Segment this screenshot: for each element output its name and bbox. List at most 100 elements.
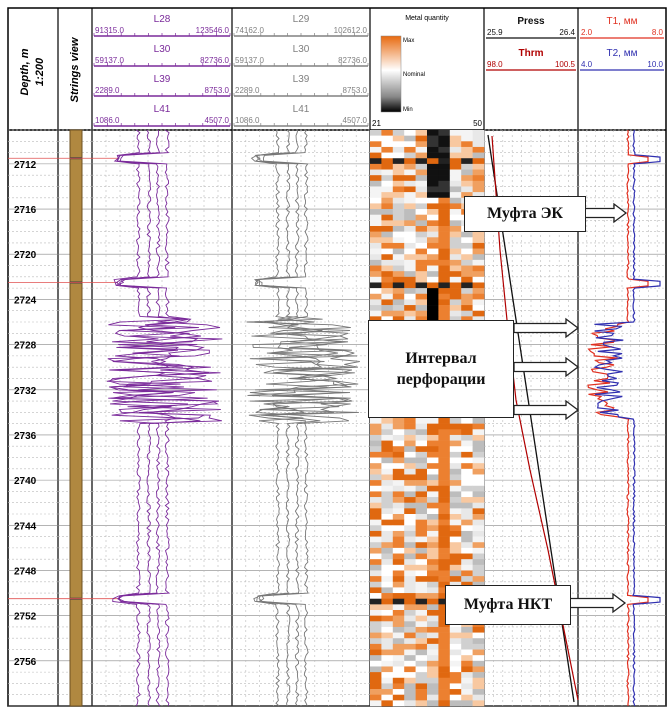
metal-map-cell [404, 598, 416, 605]
metal-map-cell [438, 282, 451, 289]
metal-map-cell [438, 152, 451, 159]
metal-map-cell [438, 508, 451, 515]
curve-min-label: 1086.0 [95, 116, 120, 125]
metal-map-cell [415, 474, 428, 481]
metal-map-cell [415, 468, 428, 475]
depth-tick-label: 2712 [14, 160, 37, 171]
metal-map-cell [404, 536, 416, 543]
metal-map-cell [427, 276, 439, 283]
curve-max-label: 4507.0 [343, 116, 368, 125]
metal-map-cell [461, 632, 473, 639]
metal-map-cell [404, 226, 416, 232]
depth-tick-label: 2748 [14, 566, 37, 577]
metal-map-cell [392, 649, 405, 656]
metal-map-cell [392, 163, 405, 170]
metal-map-cell [404, 480, 416, 487]
metal-map-cell [415, 158, 428, 165]
metal-map-cell [415, 429, 428, 436]
metal-map-cell [472, 632, 485, 639]
metal-map-cell [404, 621, 416, 628]
metal-map-cell [415, 446, 428, 453]
metal-map-cell [404, 502, 416, 509]
metal-map-cell [370, 587, 382, 594]
metal-map-title: Metal quantity [405, 15, 449, 22]
metal-map-cell [438, 180, 451, 187]
thrm-curve [491, 135, 579, 701]
metal-map-cell [438, 576, 451, 583]
metal-map-cell [427, 660, 439, 667]
metal-map-cell [370, 220, 382, 227]
metal-map-cell [381, 457, 394, 464]
metal-map-cell [427, 508, 439, 515]
metal-map-cell [449, 163, 462, 170]
metal-map-cell [392, 508, 405, 515]
metal-map-cell [381, 536, 394, 543]
metal-map-cell [438, 248, 451, 255]
metal-map-cell [427, 683, 439, 690]
metal-map-cell [404, 610, 416, 616]
metal-map-cell [381, 259, 394, 266]
metal-map-cell [415, 226, 428, 232]
metal-map-cell [404, 135, 416, 142]
metal-map-cell [461, 660, 473, 667]
metal-map-cell [438, 694, 451, 701]
metal-map-cell [381, 451, 394, 458]
curve-max-label: 123546.0 [196, 26, 230, 35]
metal-map-cell [472, 576, 485, 583]
metal-map-cell [404, 497, 416, 504]
metal-map-cell [472, 305, 485, 312]
metal-map-cell [427, 468, 439, 475]
metal-map-cell [427, 525, 439, 532]
metal-map-cell [370, 169, 382, 176]
metal-map-cell [381, 242, 394, 249]
metal-map-cell [427, 598, 439, 605]
metal-map-cell [449, 152, 462, 159]
metal-map-cell [404, 248, 416, 255]
l-curve-color [106, 129, 223, 707]
metal-map-cell [427, 186, 439, 193]
metal-map-cell [461, 440, 473, 447]
metal-map-cell [449, 514, 462, 520]
metal-map-cell [370, 231, 382, 238]
metal-map-cell [438, 536, 451, 543]
metal-map-cell [381, 299, 394, 306]
curve-min-label: 59137.0 [235, 56, 264, 65]
metal-map-cell [381, 214, 394, 221]
metal-map-cell [449, 451, 462, 458]
metal-map-cell [392, 615, 405, 622]
metal-map-cell [427, 497, 439, 504]
depth-tick-label: 2740 [14, 476, 37, 487]
metal-map-cell [438, 141, 451, 148]
metal-map-cell [404, 660, 416, 667]
depth-tick-label: 2756 [14, 657, 37, 668]
metal-map-cell [472, 559, 485, 566]
metal-map-cell [461, 180, 473, 187]
metal-map-cell [427, 418, 439, 424]
metal-map-cell [427, 214, 439, 221]
metal-map-cell [415, 418, 428, 424]
metal-map-cell [472, 265, 485, 272]
metal-map-cell [449, 508, 462, 515]
metal-map-cell [392, 231, 405, 238]
l-curve-gray [246, 129, 359, 707]
metal-map-cell [370, 446, 382, 453]
metal-map-cell [381, 587, 394, 594]
metal-map-cell [381, 485, 394, 492]
metal-map-cell [449, 305, 462, 312]
metal-map-cell [461, 418, 473, 424]
metal-map-cell [381, 564, 394, 571]
metal-map-cell [381, 434, 394, 441]
metal-map-cell [381, 655, 394, 662]
metal-map-cell [472, 536, 485, 543]
metal-map-cell [370, 259, 382, 266]
metal-map-cell [370, 689, 382, 696]
metal-map-cell [461, 485, 473, 492]
metal-map-cell [427, 265, 439, 272]
metal-map-cell [427, 502, 439, 509]
metal-map-cell [381, 254, 394, 261]
metal-map-cell [472, 299, 485, 306]
metal-map-cell [370, 570, 382, 577]
metal-map-cell [449, 547, 462, 554]
metal-map-cell [472, 649, 485, 656]
metal-map-cell [415, 451, 428, 458]
